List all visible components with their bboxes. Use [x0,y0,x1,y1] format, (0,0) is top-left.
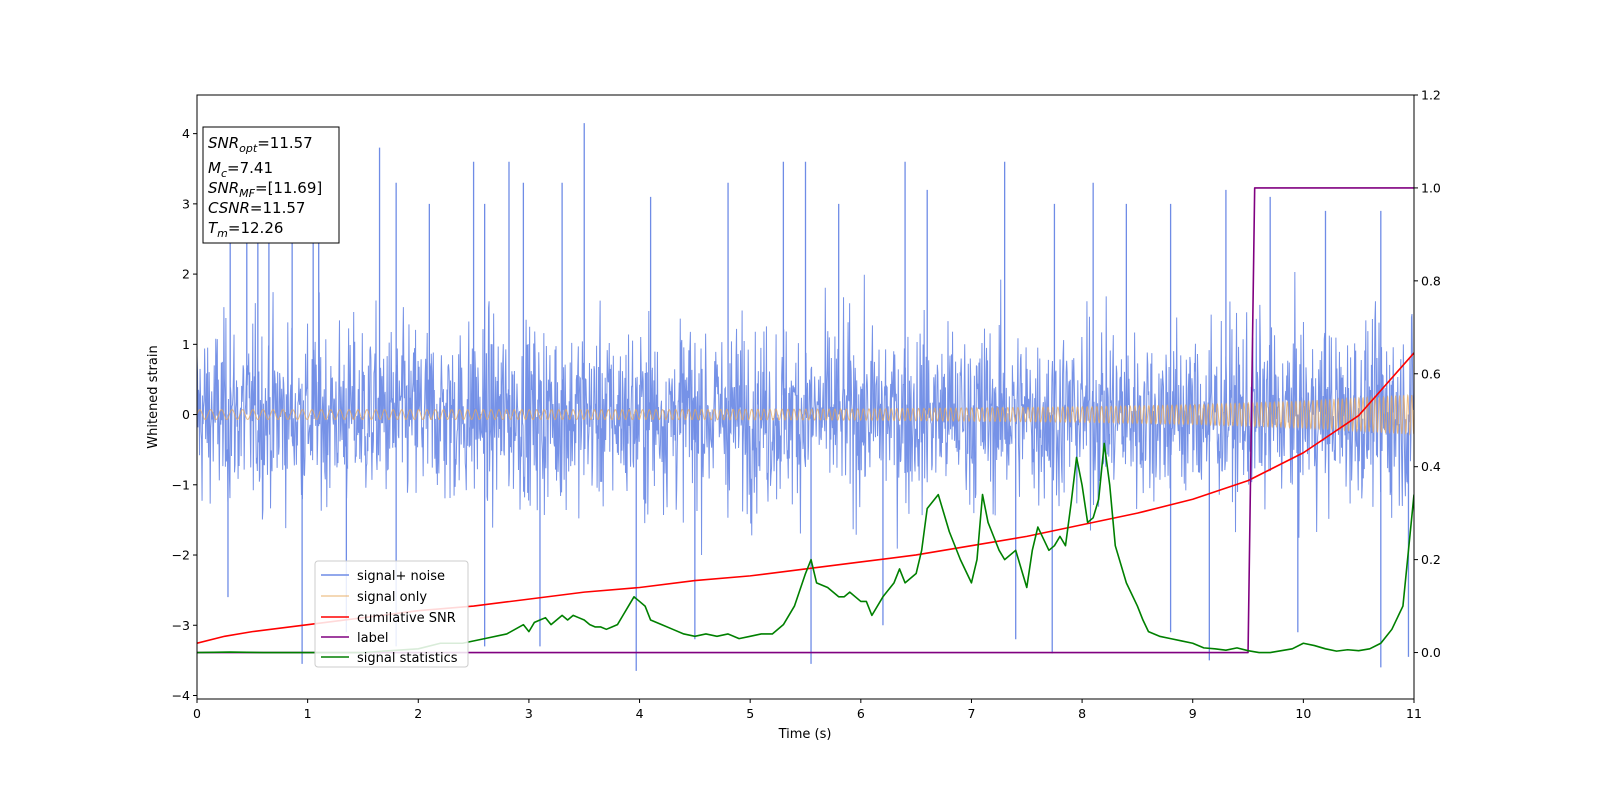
x-tick-label-11: 11 [1406,706,1422,721]
legend-label-cumulative-snr: cumilative SNR [357,611,456,626]
x-tick-label-6: 6 [857,706,865,721]
label-line [197,187,1414,654]
snr-mf-text: SNRMF=[11.69] [208,179,322,200]
x-tick-label-3: 3 [525,706,533,721]
y-axis-ticks: −4 −3 −2 −1 0 1 2 3 4 [172,126,197,703]
y2-axis-ticks: 0.0 0.2 0.4 0.6 0.8 1.0 1.2 [1414,88,1441,660]
signal-plus-noise-series [197,123,1414,671]
y-tick-label-2: −2 [172,548,190,563]
y-tick-label-1: −3 [172,618,190,633]
y-tick-label-0: −4 [172,688,190,703]
legend-label-label: label [357,631,388,646]
x-tick-label-7: 7 [967,706,975,721]
x-tick-label-8: 8 [1078,706,1086,721]
y-axis-title: Whitened strain [146,345,161,448]
x-tick-label-4: 4 [636,706,644,721]
legend: signal+ noise signal only cumilative SNR… [314,560,469,668]
x-tick-label-2: 2 [414,706,422,721]
x-axis-title: Time (s) [778,727,832,742]
y-tick-label-4: 0 [182,407,190,422]
csnr-text: CSNR=11.57 [208,199,305,217]
signal-only-series [197,393,1414,436]
x-tick-label-5: 5 [746,706,754,721]
info-box: SNRopt=11.57 Mc=7.41 SNRMF=[11.69] CSNR=… [202,126,340,244]
y2-tick-label-6: 1.2 [1421,88,1441,103]
y2-tick-label-3: 0.6 [1421,366,1441,381]
y2-tick-label-2: 0.4 [1421,459,1441,474]
y-tick-label-5: 1 [182,337,190,352]
x-tick-label-1: 1 [304,706,312,721]
y-tick-label-6: 2 [182,267,190,282]
x-axis-ticks: 0 1 2 3 4 5 6 7 8 9 10 11 [193,699,1422,721]
mc-text: Mc=7.41 [208,159,273,180]
y2-tick-label-4: 0.8 [1421,273,1441,288]
y-tick-label-7: 3 [182,196,190,211]
signal-plus-noise-line [197,272,1414,556]
x-tick-label-9: 9 [1189,706,1197,721]
plot-frame [196,94,1415,700]
y-tick-label-8: 4 [182,126,190,141]
y2-tick-label-5: 1.0 [1421,180,1441,195]
legend-label-signal-statistics: signal statistics [357,651,458,666]
signal-only-line [197,393,1414,436]
signal-statistics-line [197,442,1414,654]
y-tick-label-3: −1 [172,477,190,492]
x-tick-label-0: 0 [193,706,201,721]
snr-opt-text: SNRopt=11.57 [208,134,313,155]
tm-text: Tm=12.26 [208,219,283,240]
legend-label-signal-noise: signal+ noise [357,569,445,584]
legend-label-signal-only: signal only [357,590,427,605]
y2-tick-label-0: 0.0 [1421,645,1441,660]
x-tick-label-10: 10 [1295,706,1311,721]
y2-tick-label-1: 0.2 [1421,552,1441,567]
